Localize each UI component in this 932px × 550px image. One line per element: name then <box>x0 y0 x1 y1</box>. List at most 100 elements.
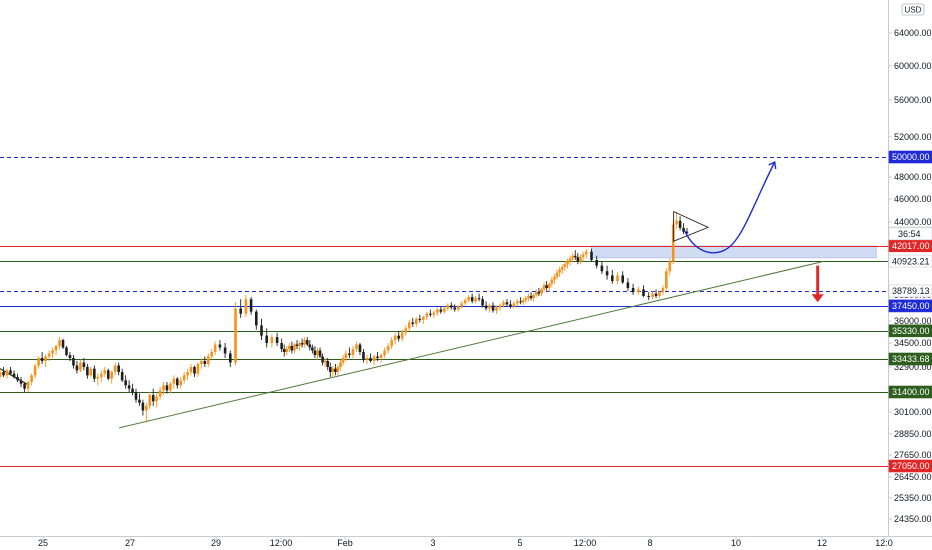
resistance-zone <box>591 245 877 259</box>
candle-body <box>51 350 54 354</box>
candle-body <box>661 288 665 293</box>
y-tick-label: 44000.00 <box>894 217 932 227</box>
candle-body <box>334 368 337 372</box>
candle-body <box>213 344 217 352</box>
candle-body <box>397 335 400 339</box>
candle-body <box>9 370 12 374</box>
price-axis[interactable]: 64000.00 60000.00 56000.00 52000.00 48000.00… <box>888 0 932 550</box>
candle-body <box>96 377 100 379</box>
x-tick-label: 25 <box>38 538 48 548</box>
price-badge-bg <box>888 385 932 399</box>
candle-body <box>547 283 551 288</box>
candle-body <box>456 306 460 310</box>
candles-layer <box>0 211 689 423</box>
candle-body <box>631 288 635 293</box>
candle-body <box>282 349 286 352</box>
candle-body <box>460 303 464 307</box>
candle-body <box>172 378 176 384</box>
y-tick-label: 24350.00 <box>894 514 932 524</box>
candle-body <box>682 228 685 232</box>
candle-body <box>600 265 604 272</box>
price-badge: 38789.13 <box>888 284 932 298</box>
candle-body <box>179 380 183 386</box>
candle-body <box>26 382 30 389</box>
candle-body <box>668 261 672 272</box>
candle-body <box>495 307 498 311</box>
candle-body <box>186 372 189 376</box>
candle-body <box>590 251 593 260</box>
candle-body <box>671 224 675 262</box>
candle-body <box>249 299 253 312</box>
currency-box <box>901 3 925 16</box>
candle-body <box>595 260 598 266</box>
currency-label: USD <box>905 6 922 15</box>
price-badge-label: 38789.13 <box>892 286 930 296</box>
candle-body <box>30 375 33 382</box>
candle-body <box>616 275 619 281</box>
candle-body <box>285 349 289 352</box>
candle-body <box>193 367 196 374</box>
drawings-layer <box>673 160 824 303</box>
candle-body <box>103 370 107 374</box>
candle-body <box>540 289 543 294</box>
candle-body <box>532 295 535 299</box>
y-tick-label: 46000.00 <box>894 194 932 204</box>
x-tick-label: 10 <box>731 538 741 548</box>
y-tick-label: 25350.00 <box>894 493 932 503</box>
price-badge-label: 27050.00 <box>892 461 930 471</box>
candle-body <box>318 350 322 357</box>
candle-body <box>300 343 304 345</box>
candle-body <box>72 358 75 366</box>
candle-body <box>124 380 127 386</box>
candle-body <box>524 298 528 301</box>
candle-body <box>404 328 408 333</box>
candle-body <box>206 356 210 364</box>
candle-body <box>521 300 525 303</box>
candle-body <box>626 282 630 288</box>
candle-body <box>477 298 481 300</box>
price-badge-label: 40923.21 <box>892 256 930 266</box>
candle-body <box>288 346 291 349</box>
candle-body <box>527 296 530 299</box>
x-tick-label: 8 <box>647 538 652 548</box>
candle-body <box>534 292 538 295</box>
candle-body <box>218 344 222 348</box>
candle-body <box>658 292 661 297</box>
candle-body <box>65 347 68 355</box>
candle-body <box>265 335 268 343</box>
price-badge-label: 42017.00 <box>892 241 930 251</box>
price-badge: 33433.68 <box>888 352 932 366</box>
candle-body <box>418 318 422 320</box>
candle-body <box>47 353 51 357</box>
candle-body <box>331 368 335 372</box>
candle-body <box>376 356 379 358</box>
candle-body <box>665 271 668 288</box>
candle-body <box>328 367 332 372</box>
candle-body <box>470 297 474 302</box>
candle-body <box>93 368 96 379</box>
candle-body <box>23 383 26 389</box>
price-badge-label: 31400.00 <box>892 387 930 397</box>
candle-body <box>151 395 155 402</box>
candle-body <box>316 350 319 355</box>
x-tick-label: 12:00 <box>574 538 597 548</box>
candle-body <box>390 340 393 346</box>
candle-body <box>545 285 548 288</box>
candle-body <box>5 370 9 376</box>
candle-body <box>110 372 114 379</box>
candle-body <box>339 362 342 367</box>
candle-body <box>560 267 564 270</box>
candle-body <box>61 340 65 348</box>
candle-body <box>555 272 559 277</box>
candle-body <box>414 318 418 324</box>
candle-body <box>16 377 19 381</box>
candle-body <box>502 302 505 306</box>
time-axis[interactable]: 25 27 29 12:00 Feb 3 5 12:00 8 10 12 12:0 <box>0 536 932 548</box>
price-badge: 35330.00 <box>888 324 932 338</box>
candle-body <box>138 399 141 403</box>
candle-body <box>37 358 40 366</box>
candle-body <box>425 313 429 317</box>
candle-body <box>379 355 383 358</box>
